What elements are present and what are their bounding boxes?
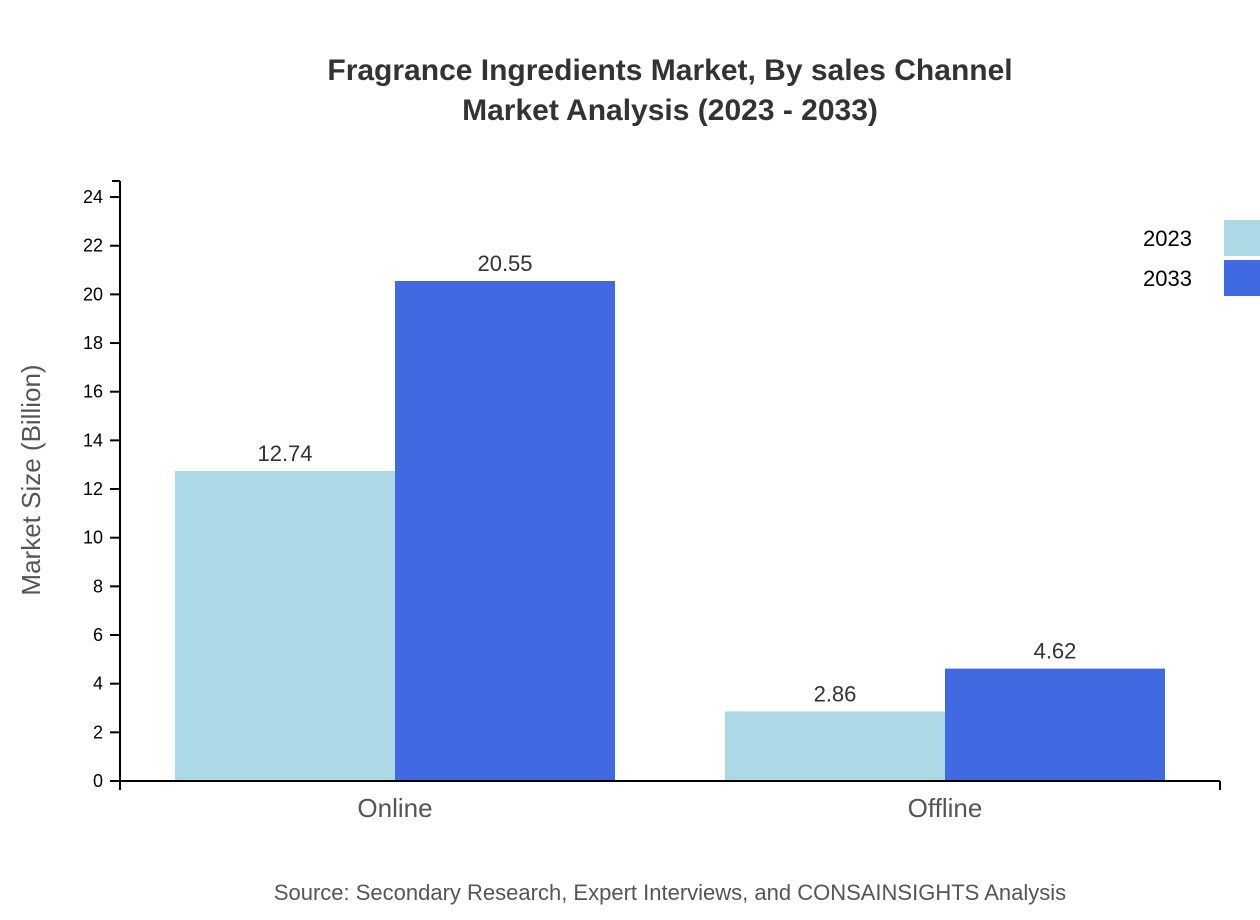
- y-tick-label: 20: [83, 284, 103, 304]
- data-label: 4.62: [1034, 639, 1077, 664]
- x-tick-label: Offline: [908, 793, 983, 823]
- bar-online-2023: [175, 471, 395, 781]
- y-tick-label: 18: [83, 333, 103, 353]
- y-tick-label: 4: [93, 674, 103, 694]
- chart-title-line-2: Market Analysis (2023 - 2033): [462, 94, 878, 127]
- legend-label: 2023: [1143, 226, 1192, 251]
- legend-label: 2033: [1143, 266, 1192, 291]
- source-note: Source: Secondary Research, Expert Inter…: [274, 880, 1066, 905]
- y-tick-label: 2: [93, 722, 103, 742]
- bar-offline-2033: [945, 668, 1165, 781]
- y-tick-label: 14: [83, 430, 103, 450]
- y-tick-label: 24: [83, 187, 103, 207]
- chart-title-line-1: Fragrance Ingredients Market, By sales C…: [327, 54, 1012, 87]
- y-tick-label: 10: [83, 528, 103, 548]
- y-tick-label: 8: [93, 576, 103, 596]
- legend-swatch-2033: [1224, 260, 1260, 296]
- x-tick-label: Online: [357, 793, 432, 823]
- bar-online-2033: [395, 281, 615, 781]
- y-tick-label: 22: [83, 236, 103, 256]
- data-label: 12.74: [257, 441, 312, 466]
- y-tick-label: 6: [93, 625, 103, 645]
- data-label: 20.55: [477, 251, 532, 276]
- y-tick-label: 0: [93, 771, 103, 791]
- bar-offline-2023: [725, 711, 945, 781]
- y-axis-label: Market Size (Billion): [16, 364, 46, 595]
- y-tick-label: 12: [83, 479, 103, 499]
- legend-swatch-2023: [1224, 220, 1260, 256]
- y-tick-label: 16: [83, 382, 103, 402]
- data-label: 2.86: [814, 681, 857, 706]
